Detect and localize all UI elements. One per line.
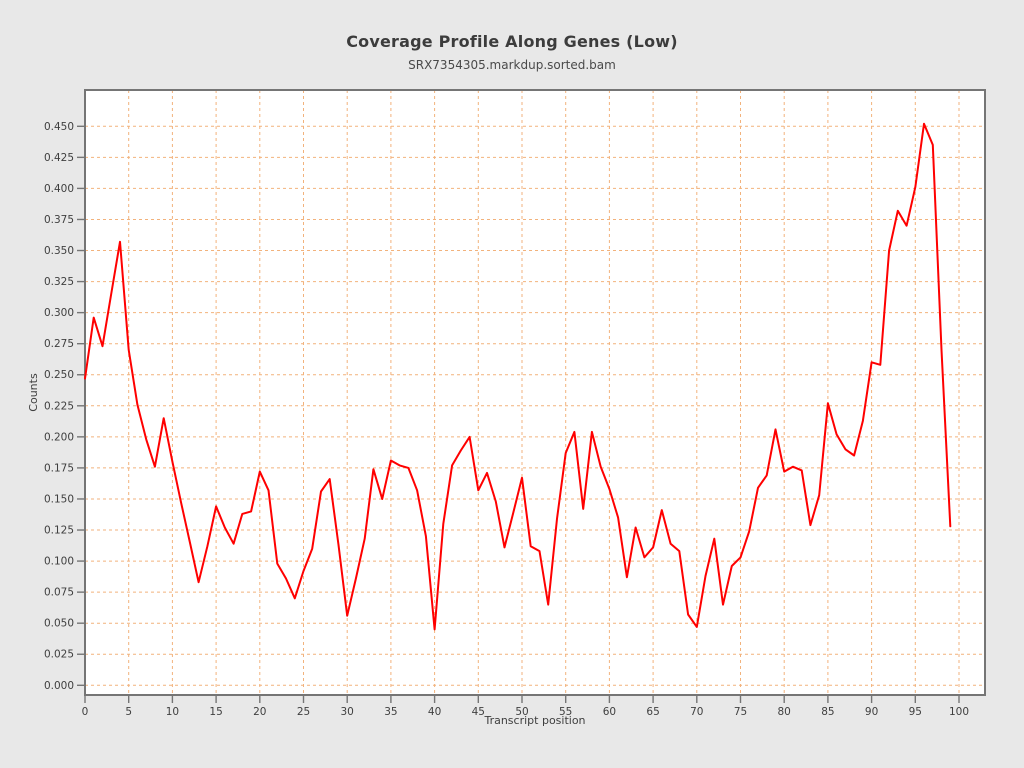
plot-area [85, 90, 985, 695]
chart-title: Coverage Profile Along Genes (Low) [346, 32, 678, 51]
svg-text:50: 50 [515, 706, 528, 718]
svg-text:40: 40 [428, 706, 441, 718]
svg-text:0.000: 0.000 [44, 680, 74, 692]
svg-text:60: 60 [603, 706, 616, 718]
svg-text:0.250: 0.250 [44, 369, 74, 381]
plot-frame [84, 89, 986, 696]
svg-text:0.025: 0.025 [44, 649, 74, 661]
svg-text:70: 70 [690, 706, 703, 718]
svg-text:10: 10 [166, 706, 179, 718]
svg-text:0.450: 0.450 [44, 121, 74, 133]
svg-text:0.300: 0.300 [44, 307, 74, 319]
svg-text:55: 55 [559, 706, 572, 718]
svg-text:0.075: 0.075 [44, 587, 74, 599]
svg-text:0.125: 0.125 [44, 525, 74, 537]
svg-text:15: 15 [209, 706, 222, 718]
svg-text:0.100: 0.100 [44, 556, 74, 568]
y-axis-tick-labels: 0.000 0.025 0.050 0.075 0.100 0.125 0.150 0.175… [44, 121, 74, 692]
svg-text:85: 85 [821, 706, 834, 718]
svg-text:65: 65 [646, 706, 659, 718]
svg-text:100: 100 [949, 706, 969, 718]
y-axis-title: Counts [27, 373, 40, 412]
svg-text:0.200: 0.200 [44, 431, 74, 443]
svg-text:0.425: 0.425 [44, 152, 74, 164]
svg-text:75: 75 [734, 706, 747, 718]
x-axis-title: Transcript position [483, 714, 585, 727]
svg-text:0: 0 [82, 706, 89, 718]
svg-text:45: 45 [472, 706, 485, 718]
svg-text:95: 95 [909, 706, 922, 718]
svg-text:35: 35 [384, 706, 397, 718]
svg-text:90: 90 [865, 706, 878, 718]
chart-subtitle: SRX7354305.markdup.sorted.bam [408, 58, 616, 72]
svg-text:0.275: 0.275 [44, 338, 74, 350]
svg-text:25: 25 [297, 706, 310, 718]
tick-marks [77, 125, 960, 703]
svg-text:0.400: 0.400 [44, 183, 74, 195]
svg-text:0.150: 0.150 [44, 493, 74, 505]
svg-text:20: 20 [253, 706, 266, 718]
x-axis-tick-labels: 0 5 10 15 20 25 30 35 40 45 50 55 60 65 70 75 80 85 90 95 10… [82, 706, 969, 718]
svg-text:5: 5 [125, 706, 132, 718]
svg-text:30: 30 [341, 706, 354, 718]
svg-text:0.375: 0.375 [44, 214, 74, 226]
svg-text:0.350: 0.350 [44, 245, 74, 257]
svg-text:0.050: 0.050 [44, 618, 74, 630]
svg-text:0.325: 0.325 [44, 276, 74, 288]
svg-text:0.175: 0.175 [44, 462, 74, 474]
svg-text:0.225: 0.225 [44, 400, 74, 412]
coverage-line [84, 122, 952, 631]
svg-text:80: 80 [778, 706, 791, 718]
